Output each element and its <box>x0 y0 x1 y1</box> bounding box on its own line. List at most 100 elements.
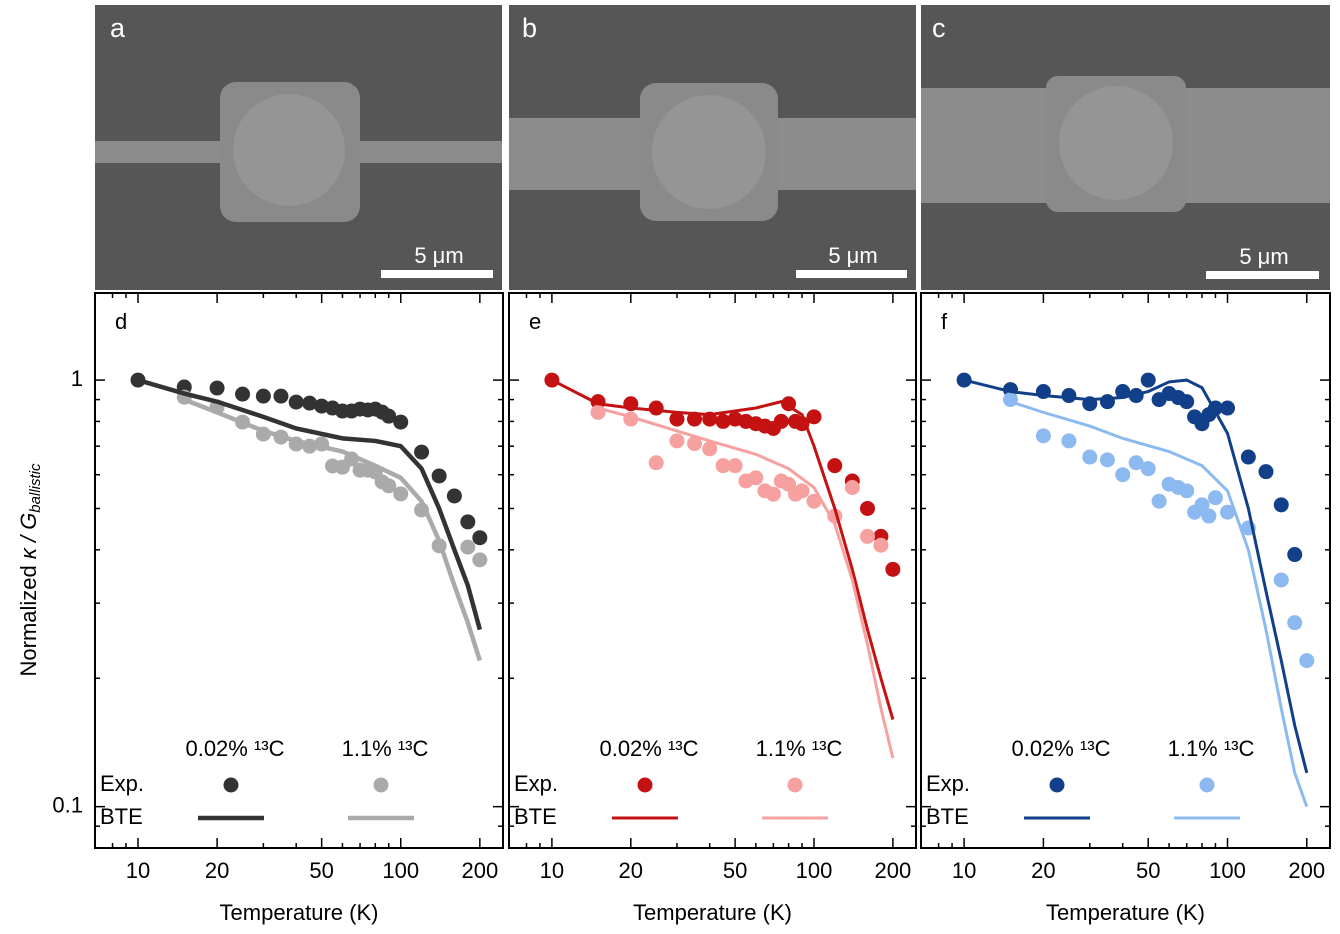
sem-image: a 5 μm <box>95 5 502 290</box>
data-point <box>1115 467 1131 483</box>
data-point <box>1061 388 1077 404</box>
sem-image: b 5 μm <box>509 5 916 290</box>
data-point <box>393 414 409 430</box>
data-point <box>381 408 397 424</box>
legend-row-label: BTE <box>514 804 557 829</box>
data-point <box>590 404 606 420</box>
data-point <box>859 528 875 544</box>
data-point <box>255 388 271 404</box>
data-point <box>1082 449 1098 465</box>
data-point <box>1287 547 1303 563</box>
data-point <box>648 455 664 471</box>
bte-line <box>597 406 895 759</box>
legend-label: 0.02% ¹³C <box>599 736 698 761</box>
data-point <box>1151 493 1167 509</box>
data-point <box>885 561 901 577</box>
data-point <box>1273 572 1289 588</box>
plot-frame <box>94 292 504 849</box>
data-point <box>1287 615 1303 631</box>
legend-swatch <box>787 777 803 793</box>
y-tick-label: 1 <box>71 366 83 391</box>
x-tick-label: 50 <box>309 858 333 883</box>
data-point <box>1061 433 1077 449</box>
data-point <box>859 500 875 516</box>
x-tick-label: 200 <box>875 858 912 883</box>
x-tick-label: 50 <box>723 858 747 883</box>
x-axis-label: Temperature (K) <box>1046 900 1205 925</box>
data-point <box>431 468 447 484</box>
data-point <box>844 479 860 495</box>
sem-image: c 5 μm <box>921 5 1330 290</box>
x-tick-label: 100 <box>1209 858 1246 883</box>
data-point <box>414 444 430 460</box>
data-point <box>873 537 889 553</box>
data-point <box>827 458 843 474</box>
x-tick-label: 100 <box>382 858 419 883</box>
x-tick-label: 200 <box>1288 858 1325 883</box>
data-point <box>686 436 702 452</box>
data-point <box>1240 449 1256 465</box>
bte-line <box>551 378 895 721</box>
panel-label: a <box>110 13 126 43</box>
data-point <box>1219 400 1235 416</box>
x-tick-label: 200 <box>461 858 498 883</box>
x-tick-label: 10 <box>126 858 150 883</box>
data-point <box>1035 428 1051 444</box>
legend-swatch <box>373 777 389 793</box>
data-point <box>472 530 488 546</box>
x-tick-label: 10 <box>952 858 976 883</box>
data-point <box>715 413 731 429</box>
data-point <box>381 478 397 494</box>
data-point <box>648 400 664 416</box>
data-point <box>288 394 304 410</box>
plot-frame <box>508 292 917 849</box>
data-point <box>1273 497 1289 513</box>
legend-swatch <box>1049 777 1065 793</box>
scale-label: 5 μm <box>1239 244 1288 269</box>
bte-line <box>183 397 482 662</box>
data-point <box>460 514 476 530</box>
y-tick-label: 0.1 <box>52 792 83 817</box>
x-axis-label: Temperature (K) <box>220 900 379 925</box>
bte-line <box>137 377 483 631</box>
data-point <box>209 380 225 396</box>
data-point <box>686 411 702 427</box>
legend-row-label: Exp. <box>100 771 144 796</box>
chart: e 10 20 50 100 200 Temperature (K) 0.02% ¹³C 1.1… <box>508 292 917 925</box>
data-point <box>669 433 685 449</box>
y-label-part: κ / G <box>16 513 41 559</box>
data-point <box>1201 508 1217 524</box>
y-label-part: ballistic <box>27 463 44 513</box>
x-tick-label: 50 <box>1136 858 1160 883</box>
data-point <box>235 386 251 402</box>
data-point <box>806 409 822 425</box>
data-point <box>1207 490 1223 506</box>
x-tick-label: 10 <box>540 858 564 883</box>
legend-label: 0.02% ¹³C <box>185 736 284 761</box>
data-point <box>1099 394 1115 410</box>
data-point <box>1258 464 1274 480</box>
data-point <box>273 388 289 404</box>
panel-label: b <box>522 13 537 43</box>
data-point <box>302 395 318 411</box>
legend-row-label: BTE <box>100 804 143 829</box>
data-point <box>1194 497 1210 513</box>
data-point <box>1179 483 1195 499</box>
legend-swatch <box>1199 777 1215 793</box>
x-tick-label: 20 <box>1031 858 1055 883</box>
data-point <box>1140 372 1156 388</box>
panel-label: e <box>529 309 541 334</box>
legend-swatch <box>637 777 653 793</box>
data-point <box>1219 504 1235 520</box>
panel-label: d <box>115 309 127 334</box>
data-point <box>727 458 743 474</box>
scale-label: 5 μm <box>414 243 463 268</box>
x-tick-label: 100 <box>796 858 833 883</box>
data-point <box>1140 461 1156 477</box>
data-point <box>472 552 488 568</box>
data-point <box>773 413 789 429</box>
bte-line <box>963 378 1309 774</box>
y-label-part: Normalized <box>16 559 41 676</box>
legend-swatch <box>223 777 239 793</box>
